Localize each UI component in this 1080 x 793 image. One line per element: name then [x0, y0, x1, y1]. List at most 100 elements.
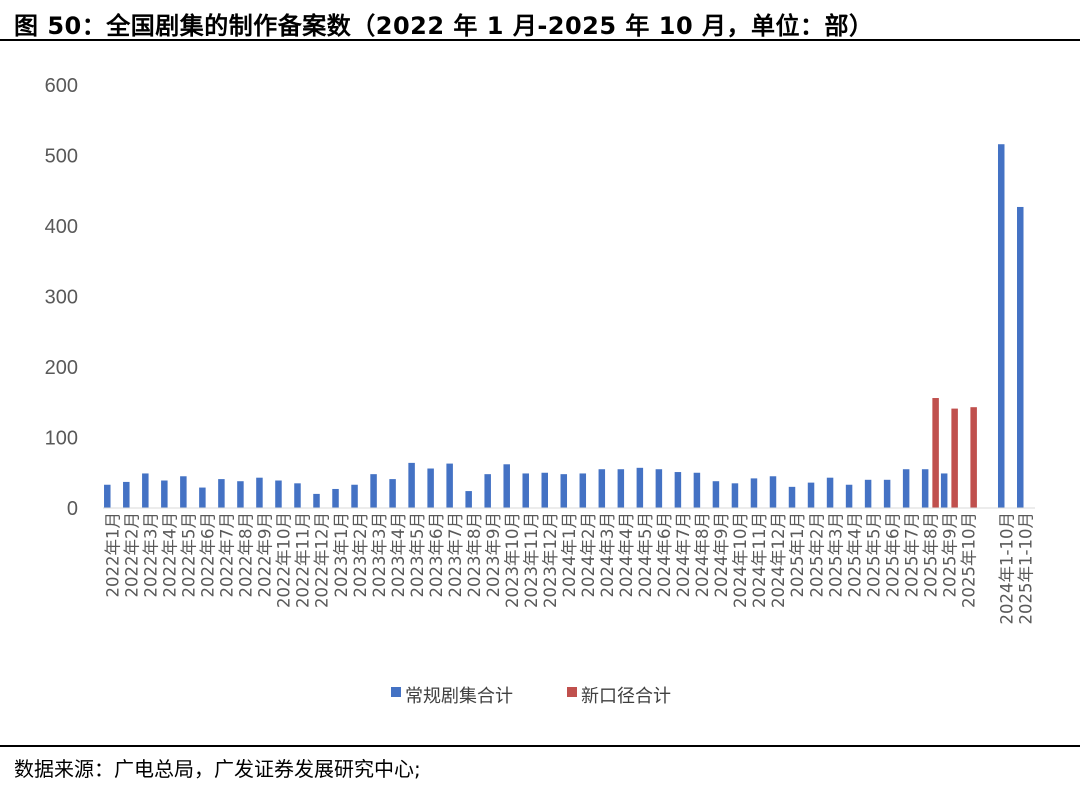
x-tick-label: 2024年7月 [674, 512, 693, 598]
bar-regular-0 [104, 484, 111, 508]
bar-regular-23 [541, 472, 548, 508]
x-tick-label: 2025年1月 [788, 512, 807, 598]
bar-regular-13 [351, 484, 358, 508]
x-tick-label: 2022年7月 [218, 512, 237, 598]
bar-regular-12 [332, 488, 339, 508]
bar-regular-7 [237, 481, 244, 508]
x-tick-label: 2022年3月 [142, 512, 161, 598]
legend: 常规剧集合计 新口径合计 [391, 686, 671, 707]
bar-regular-41 [883, 479, 891, 508]
x-tick-label: 2023年6月 [427, 512, 446, 598]
bar-regular-32 [712, 481, 720, 508]
x-tick-label: 2025年8月 [921, 512, 940, 598]
chart-title: 图 50：全国剧集的制作备案数（2022 年 1 月-2025 年 10 月，单… [14, 12, 874, 40]
bar-regular-1 [123, 481, 130, 508]
bar-new-43 [932, 398, 939, 508]
bars-group [104, 144, 1024, 508]
bar-regular-19 [465, 491, 472, 508]
y-tick-label: 600 [45, 75, 78, 97]
x-tick-label: 2023年10月 [503, 512, 522, 608]
y-tick-label: 100 [45, 428, 78, 450]
x-tick-label: 2023年5月 [408, 512, 427, 598]
x-tick-label: 2022年11月 [294, 512, 313, 608]
x-tick-label: 2023年2月 [351, 512, 370, 598]
legend-swatch-regular [391, 687, 401, 697]
x-tick-label: 2023年4月 [389, 512, 408, 598]
bar-regular-40 [864, 479, 872, 508]
bar-regular-11 [313, 493, 320, 508]
bar-regular-4 [180, 476, 187, 508]
legend-label-new: 新口径合计 [581, 686, 671, 707]
bar-regular-48 [1017, 206, 1024, 508]
bar-regular-28 [636, 467, 644, 508]
x-tick-label: 2024年11月 [750, 512, 769, 608]
x-tick-label: 2024年1-10月 [997, 512, 1016, 624]
source-note: 数据来源：广电总局，广发证券发展研究中心; [14, 757, 421, 781]
x-tick-label: 2025年2月 [807, 512, 826, 598]
bar-regular-37 [807, 482, 815, 508]
bar-regular-34 [750, 478, 758, 508]
x-axis-labels: 2022年1月 2022年2月 2022年3月 2022年4月 2022年5月 2022年… [104, 512, 1036, 624]
bar-regular-22 [522, 473, 529, 508]
x-tick-label: 2025年7月 [902, 512, 921, 598]
legend-swatch-new [567, 687, 577, 697]
x-tick-label: 2023年12月 [541, 512, 560, 608]
x-tick-label: 2025年6月 [883, 512, 902, 598]
x-tick-label: 2022年5月 [180, 512, 199, 598]
x-tick-label: 2024年10月 [731, 512, 750, 608]
bar-regular-38 [826, 477, 834, 508]
x-tick-label: 2024年8月 [693, 512, 712, 598]
bar-regular-14 [370, 474, 377, 508]
x-tick-label: 2022年2月 [123, 512, 142, 598]
footer-divider [0, 745, 1080, 747]
bar-regular-3 [161, 480, 168, 508]
x-tick-label: 2024年2月 [579, 512, 598, 598]
title-divider [0, 39, 1080, 41]
x-tick-label: 2025年9月 [940, 512, 959, 598]
bar-regular-2 [142, 473, 149, 508]
bar-regular-31 [693, 472, 701, 508]
x-tick-label: 2023年9月 [484, 512, 503, 598]
bar-regular-17 [427, 468, 434, 508]
bar-regular-42 [902, 469, 910, 508]
x-tick-label: 2023年1月 [332, 512, 351, 598]
bar-new-44 [951, 408, 958, 508]
x-tick-label: 2024年12月 [769, 512, 788, 608]
y-tick-label: 200 [45, 357, 78, 379]
x-tick-label: 2022年9月 [256, 512, 275, 598]
x-tick-label: 2022年10月 [275, 512, 294, 608]
bar-regular-24 [560, 474, 568, 508]
bar-regular-29 [655, 469, 663, 508]
bar-regular-30 [674, 472, 682, 508]
bar-regular-33 [731, 483, 739, 508]
x-tick-label: 2025年4月 [845, 512, 864, 598]
y-axis: 0 100 200 300 400 500 600 [45, 75, 78, 520]
bar-regular-9 [275, 480, 282, 508]
x-tick-label: 2025年5月 [864, 512, 883, 598]
bar-regular-35 [769, 476, 777, 508]
x-tick-label: 2024年9月 [712, 512, 731, 598]
bar-regular-20 [484, 474, 491, 508]
y-tick-label: 500 [45, 146, 78, 168]
bar-regular-15 [389, 479, 396, 508]
legend-label-regular: 常规剧集合计 [405, 686, 513, 707]
x-tick-label: 2023年7月 [446, 512, 465, 598]
bar-regular-5 [199, 487, 206, 508]
bar-regular-21 [503, 464, 510, 508]
bar-chart: 0 100 200 300 400 500 600 2022年1月 2022年2月 2022年3… [45, 75, 1036, 707]
bar-regular-44 [940, 473, 948, 508]
x-tick-label: 2022年4月 [161, 512, 180, 598]
bar-regular-6 [218, 479, 225, 508]
bar-regular-27 [617, 469, 625, 508]
x-tick-label: 2022年6月 [199, 512, 218, 598]
x-tick-label: 2025年1-10月 [1016, 512, 1035, 624]
x-tick-label: 2025年3月 [826, 512, 845, 598]
x-tick-label: 2024年6月 [655, 512, 674, 598]
bar-regular-8 [256, 477, 263, 508]
bar-regular-16 [408, 462, 415, 508]
x-tick-label: 2023年11月 [522, 512, 541, 608]
x-tick-label: 2024年1月 [560, 512, 579, 598]
bar-regular-47 [997, 144, 1005, 508]
x-tick-label: 2022年1月 [104, 512, 123, 598]
y-tick-label: 0 [67, 498, 78, 520]
